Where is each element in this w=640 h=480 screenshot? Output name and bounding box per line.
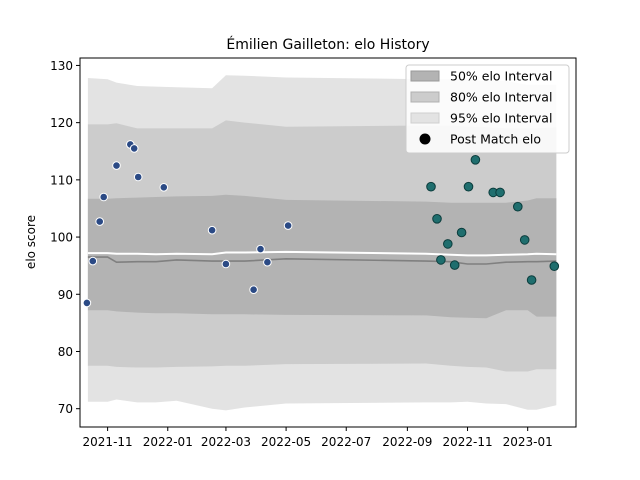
legend-marker [419, 133, 431, 145]
data-point [207, 225, 217, 235]
legend-swatch [410, 70, 440, 82]
data-point [443, 239, 453, 249]
post-match-points [82, 140, 560, 308]
band-50 [87, 194, 557, 319]
plot-area [79, 57, 577, 428]
data-point [159, 183, 169, 192]
data-point [133, 172, 143, 182]
data-point [463, 181, 474, 192]
interval-bands [87, 75, 557, 411]
y-tick-label: 110 [50, 173, 73, 187]
y-tick-label: 120 [50, 116, 73, 130]
data-point [95, 217, 104, 226]
x-tick-label: 2023-01 [503, 435, 553, 449]
data-point [283, 221, 293, 230]
y-tick-label: 130 [50, 59, 73, 73]
data-point [263, 257, 272, 267]
data-point [432, 214, 442, 224]
legend-label: 50% elo Interval [450, 69, 552, 84]
x-axis: 2021-11 2022-01 2022-03 2022-05 2022-07 2022-… [83, 427, 553, 449]
data-point [249, 285, 258, 295]
y-tick-label: 70 [58, 402, 73, 416]
median-line [87, 250, 557, 257]
y-axis: 70 80 90 100 110 120 130 [50, 59, 80, 416]
legend-label: 95% elo Interval [450, 111, 552, 126]
legend: 50% elo Interval 80% elo Interval 95% elo … [405, 64, 570, 154]
data-point [221, 259, 231, 269]
data-point [519, 235, 530, 245]
y-tick-label: 80 [58, 345, 73, 359]
x-tick-label: 2021-11 [83, 435, 133, 449]
data-point [456, 227, 467, 238]
data-point [470, 155, 481, 165]
legend-swatch [410, 112, 440, 124]
data-point [88, 256, 98, 266]
x-tick-label: 2022-11 [442, 435, 492, 449]
data-point [513, 201, 523, 212]
x-tick-label: 2022-01 [143, 435, 193, 449]
x-tick-label: 2022-09 [382, 435, 432, 449]
data-point [426, 181, 436, 192]
plot-frame [79, 57, 577, 428]
legend-box [405, 64, 570, 154]
chart-title: Émilien Gailleton: elo History [226, 36, 429, 53]
data-point [526, 275, 537, 285]
x-tick-label: 2022-03 [201, 435, 251, 449]
data-point [82, 298, 92, 308]
data-point [112, 161, 121, 170]
data-point [436, 255, 446, 265]
y-tick-label: 100 [50, 231, 73, 245]
x-tick-label: 2022-05 [261, 435, 311, 449]
y-axis-label: elo score [24, 215, 38, 269]
data-point [495, 187, 505, 198]
legend-label: Post Match elo [450, 132, 541, 147]
legend-label: 80% elo Interval [450, 90, 552, 105]
data-point [256, 244, 265, 254]
data-point [449, 260, 460, 270]
data-point [129, 144, 139, 153]
x-tick-label: 2022-07 [321, 435, 371, 449]
legend-swatch [410, 91, 440, 103]
data-point [549, 261, 560, 272]
data-point [99, 192, 108, 202]
y-tick-label: 90 [58, 288, 73, 302]
